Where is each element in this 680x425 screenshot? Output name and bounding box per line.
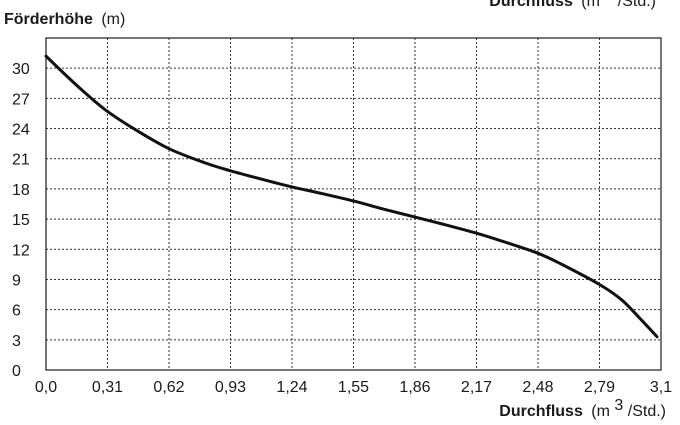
y-tick-label: 24: [12, 122, 30, 139]
y-tick-label: 21: [12, 152, 30, 169]
y-tick-label: 15: [12, 212, 30, 229]
series-layer: [44, 54, 659, 339]
x-axis-title-unit-suffix: /Std.): [628, 403, 666, 420]
y-tick-label: 27: [12, 91, 30, 108]
frame-layer: [45, 37, 662, 371]
y-tick-label: 30: [12, 61, 30, 78]
y-tick-label: 6: [12, 303, 21, 320]
x-axis-title-top-unit-prefix: (m: [581, 0, 600, 10]
x-axis-title-unit-prefix: (m: [591, 403, 610, 420]
y-axis-title: Förderhöhe (m): [4, 11, 125, 28]
x-tick-labels: 0,0 0,31 0,62 0,93 1,24 1,55 1,86 2,17 2,48 2,79 3…: [35, 379, 672, 396]
y-tick-labels: 0 3 6 9 12 15 18 21 24 27 30: [12, 61, 30, 380]
grid-layer: [46, 38, 661, 370]
y-tick-label: 18: [12, 182, 30, 199]
x-tick-label: 0,0: [35, 379, 57, 396]
x-axis-title-top-unit-sup: 3: [604, 0, 613, 4]
x-axis-title-top: Durchfluss (m 3 /Std.): [489, 0, 656, 10]
x-tick-label: 0,31: [92, 379, 123, 396]
y-tick-label: 9: [12, 272, 21, 289]
y-tick-label: 12: [12, 242, 30, 259]
plot-frame: [45, 37, 662, 371]
x-axis-title-top-bold: Durchfluss: [489, 0, 573, 10]
x-tick-label: 2,79: [584, 379, 615, 396]
x-tick-label: 2,48: [522, 379, 553, 396]
x-tick-label: 1,24: [276, 379, 307, 396]
x-tick-label: 3,1: [650, 379, 672, 396]
x-tick-label: 1,86: [399, 379, 430, 396]
y-tick-label: 0: [12, 363, 21, 380]
y-axis-title-unit: (m): [101, 11, 125, 28]
x-axis-title-unit-sup: 3: [614, 397, 623, 414]
x-tick-label: 2,17: [461, 379, 492, 396]
y-axis-title-bold: Förderhöhe: [4, 11, 93, 28]
x-tick-label: 0,62: [153, 379, 184, 396]
x-axis-title-top-unit-suffix: /Std.): [618, 0, 656, 10]
series-line-pump-curve: [44, 54, 659, 339]
x-axis-title: Durchfluss (m 3 /Std.): [499, 397, 666, 420]
y-tick-label: 3: [12, 333, 21, 350]
x-axis-title-bold: Durchfluss: [499, 403, 583, 420]
x-tick-label: 0,93: [215, 379, 246, 396]
x-tick-label: 1,55: [338, 379, 369, 396]
